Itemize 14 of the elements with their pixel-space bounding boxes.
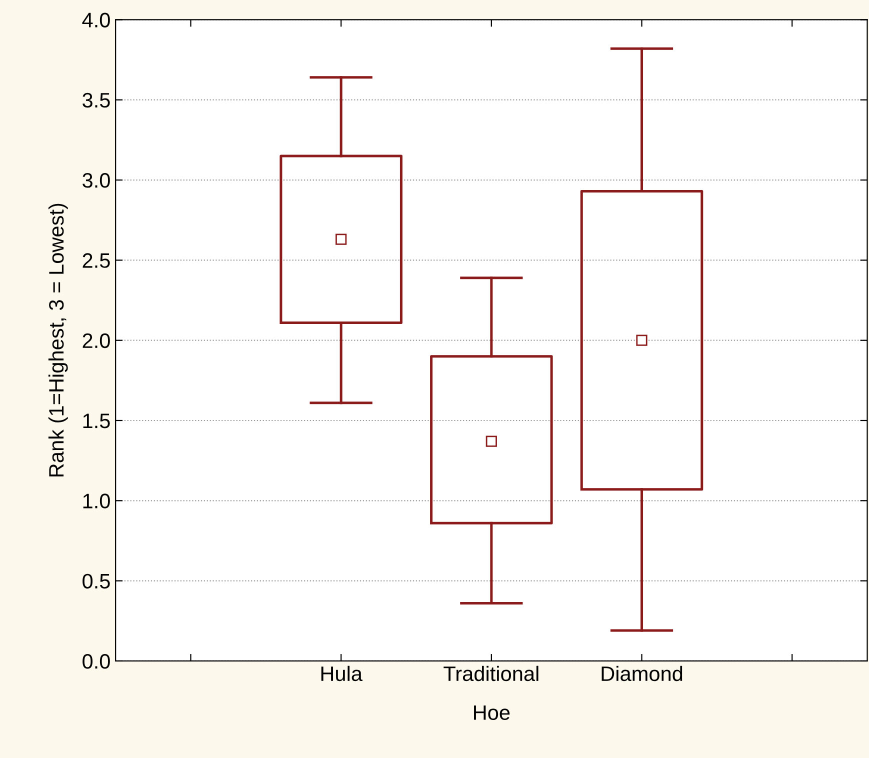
y-tick-label: 1.5 (83, 414, 110, 428)
y-tick-label: 2.5 (82, 253, 110, 268)
x-tick-label: Hula (321, 666, 363, 682)
y-tick-label: 0.0 (82, 654, 110, 669)
y-tick-label: 4.0 (82, 12, 110, 28)
y-tick-label: 1.0 (83, 494, 110, 508)
y-tick-label: 3.0 (82, 173, 110, 188)
x-tick-label: Diamond (602, 666, 682, 682)
y-tick-label: 2.0 (82, 333, 110, 348)
y-tick-label: 3.5 (82, 92, 110, 108)
x-axis-title: Hoe (474, 705, 510, 720)
y-axis-title: Rank (1=Highest, 3 = Lowest) (48, 204, 68, 476)
y-tick-label: 0.5 (82, 574, 110, 589)
x-tick-label: Traditional (444, 666, 538, 682)
